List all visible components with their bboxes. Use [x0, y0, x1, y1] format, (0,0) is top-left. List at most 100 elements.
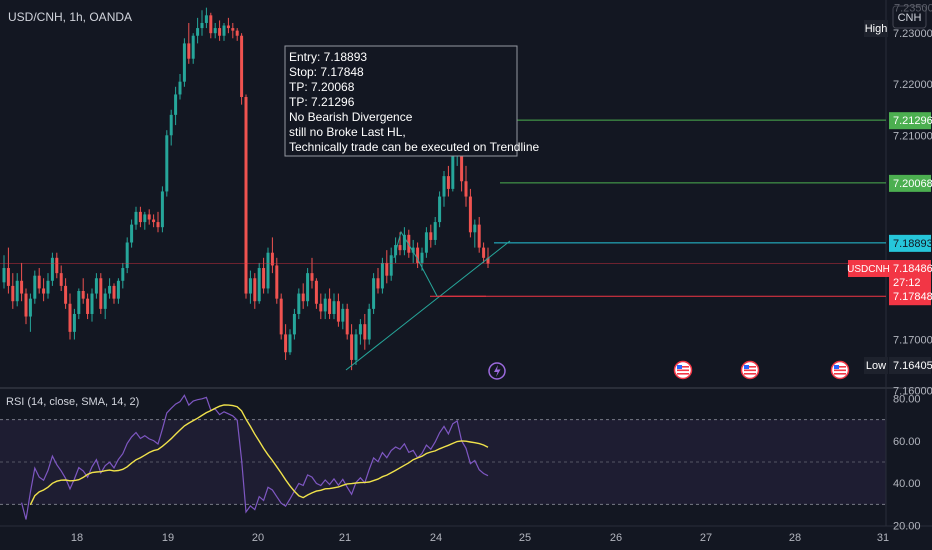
- candle: [253, 273, 257, 309]
- candle-body: [411, 247, 415, 253]
- event-icons[interactable]: [488, 360, 850, 380]
- candle: [178, 74, 182, 100]
- candle-body: [424, 232, 428, 253]
- candle: [169, 109, 173, 146]
- candle: [6, 247, 10, 294]
- candle: [77, 288, 81, 320]
- candle: [103, 288, 107, 320]
- currency-badge-box[interactable]: [892, 5, 927, 29]
- candle: [196, 17, 200, 44]
- candle: [156, 211, 160, 233]
- candle-body: [200, 22, 204, 29]
- candle: [323, 293, 327, 320]
- candle: [138, 206, 142, 228]
- candle: [143, 211, 147, 230]
- candle-body: [222, 25, 226, 36]
- time-tick-label: 25: [519, 532, 531, 544]
- candle: [112, 283, 116, 304]
- candle-body: [345, 308, 349, 335]
- candle: [90, 288, 94, 322]
- candle: [15, 273, 19, 307]
- candle: [147, 209, 151, 225]
- candle: [438, 191, 442, 228]
- candle-body: [24, 293, 28, 317]
- pattern-zigzag[interactable]: [393, 230, 438, 297]
- candle: [385, 250, 389, 284]
- candle: [402, 227, 406, 256]
- candle-body: [37, 275, 41, 289]
- candle-body: [336, 301, 340, 322]
- candle: [270, 237, 274, 274]
- candle: [446, 165, 450, 197]
- candle-body: [86, 298, 90, 314]
- candle-body: [11, 285, 15, 302]
- candle-body: [301, 293, 305, 302]
- candle: [46, 273, 50, 299]
- candle: [328, 288, 332, 320]
- candle: [358, 319, 362, 345]
- candle: [64, 278, 68, 309]
- candle-body: [156, 222, 160, 228]
- candle-body: [240, 35, 244, 97]
- candle: [477, 216, 481, 253]
- candle-body: [112, 285, 116, 299]
- candle-body: [257, 268, 261, 302]
- candle: [442, 171, 446, 207]
- candle: [482, 242, 486, 263]
- currency-label: CNH: [898, 12, 922, 24]
- candle: [345, 303, 349, 340]
- us-flag-icon[interactable]: [740, 360, 760, 380]
- candle: [367, 303, 371, 345]
- price-axis[interactable]: 7.21296 7.20068 7.18893 7.17848 7.23000 7.220…: [889, 28, 932, 398]
- candle-body: [59, 273, 63, 286]
- candle-body: [367, 308, 371, 340]
- candle: [200, 10, 204, 36]
- tp1-label-box: [889, 174, 931, 192]
- candle: [354, 329, 358, 366]
- candle: [50, 252, 54, 286]
- candle-body: [182, 43, 186, 82]
- candle-body: [314, 280, 318, 304]
- us-flag-icon[interactable]: [830, 360, 850, 380]
- candle: [81, 278, 85, 304]
- candle: [363, 313, 367, 350]
- candle-body: [28, 298, 32, 317]
- rsi-title[interactable]: RSI (14, close, SMA, 14, 2): [6, 396, 139, 408]
- candle-countdown: 27:12: [893, 277, 921, 289]
- time-axis[interactable]: 18 19 20 21 24 25 26 27 28 31: [71, 532, 889, 544]
- us-flag-icon[interactable]: [673, 360, 693, 380]
- candle: [244, 94, 248, 299]
- currency-badge[interactable]: CNH: [892, 5, 927, 29]
- candle-body: [429, 232, 433, 240]
- candle: [2, 255, 6, 289]
- annotation-line-hl: still no Broke Last HL,: [289, 125, 406, 139]
- candle-body: [169, 114, 173, 136]
- candle: [99, 273, 103, 314]
- candle-body: [468, 196, 472, 233]
- trendline[interactable]: [345, 240, 511, 371]
- rsi-axis[interactable]: 80.00 60.00 40.00 20.00: [893, 393, 921, 532]
- annotation-line-entry: Entry: 7.18893: [289, 50, 367, 64]
- annotation-box[interactable]: [284, 45, 518, 157]
- symbol-title[interactable]: USD/CNH, 1h, OANDA: [8, 10, 132, 24]
- candle-body: [358, 324, 362, 335]
- candle-body: [143, 214, 147, 223]
- candle-body: [477, 224, 481, 248]
- candle: [37, 268, 41, 294]
- price-tick-label: 7.17000: [893, 335, 932, 347]
- candle-body: [284, 334, 288, 353]
- candle-body: [306, 273, 310, 302]
- tp2-label: 7.21296: [893, 115, 932, 127]
- candle: [125, 237, 129, 274]
- lightning-icon[interactable]: [488, 362, 506, 380]
- low-marker: Low 7.16405: [864, 357, 932, 374]
- candle-body: [420, 252, 424, 263]
- annotation-note[interactable]: Entry: 7.18893 Stop: 7.17848 TP: 7.20068…: [284, 45, 539, 157]
- drawings-layer[interactable]: [345, 230, 511, 371]
- candle-body: [90, 293, 94, 314]
- candle-body: [42, 288, 46, 294]
- candle: [204, 7, 208, 29]
- candle: [389, 247, 393, 281]
- candle-body: [380, 262, 384, 289]
